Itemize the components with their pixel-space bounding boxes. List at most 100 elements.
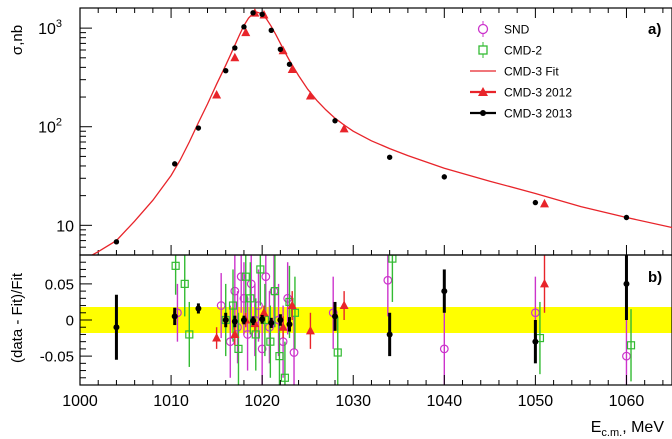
cmd2-point [275,352,284,361]
cmd3-2013-point [232,45,238,51]
cmd3-2013-residual [386,331,393,338]
cmd2-point [256,265,265,274]
cmd3-2013-residual [259,316,266,323]
legend-label: CMD-3 Fit [504,65,559,79]
cmd3-2013-point [268,27,274,34]
legend-label: CMD-3 2012 [504,86,572,100]
snd-point [243,330,252,339]
y-tick-label-bottom: -0.05 [40,349,74,366]
legend-marker-2013 [480,110,486,116]
cmd3-2012-residual [230,329,240,338]
cmd3-2013-residual [268,319,275,326]
cmd3-2013-residual [222,317,229,323]
cmd3-2012-residual [259,307,269,317]
y-tick-label: 103 [38,18,62,38]
cmd3-2012-point [241,27,251,37]
snd-point [254,301,263,310]
x-axis-label: Ec.m., MeV [591,419,665,439]
cmd3-2012-point [539,198,549,208]
residual-panel: 1000 1010 1020 1030 1040 1050 1060 0.05 0 -0.05 (… [9,254,672,439]
cmd3-2013-point [113,239,120,245]
cmd3-2013-point [277,46,284,52]
cmd3-2012-point [230,52,240,62]
cmd2-point [333,348,342,357]
cmd3-2013-residual [441,288,448,295]
cmd3-2012-residual [305,325,315,335]
uncertainty-band [80,307,672,333]
cmd2-point [228,301,238,310]
y-axis-label-bottom: (data - Fit)/Fit [9,272,26,363]
cmd3-2012-residual [539,278,549,288]
y-tick-label: 102 [38,117,62,137]
cmd3-2013-point [241,24,247,30]
cmd3-2012-point [278,45,288,55]
cmd3-2013-residual [195,305,202,312]
cmd3-2013-residual [231,318,238,325]
y-tick-exponent: 2 [56,117,62,129]
cmd3-2013-point [532,199,539,206]
cmd2-point [280,373,290,382]
cmd3-2012-residual [212,333,222,342]
y-axis-log: 10 102 103 [38,8,664,256]
panel-label-a: a) [648,21,661,38]
cmd3-2013-residual [240,317,247,323]
cmd3-2013-point [286,61,293,67]
fit-curve [90,11,672,255]
cmd3-2012-residual [339,300,349,310]
cmd3-2012-residual [287,300,297,310]
cmd2-point [171,261,180,270]
cmd2-point [234,344,243,353]
x-tick-label: 1020 [244,393,280,410]
cmd2-point [270,287,280,296]
cmd2-point [180,279,189,288]
cmd2-point [185,330,194,339]
y-tick-label-bottom: 0 [66,313,74,330]
cmd3-2013-point [195,125,202,131]
x-tick-label: 1010 [153,393,189,410]
cmd3-2013-point [386,154,393,160]
snd-point [230,286,240,296]
x-tick-label: 1000 [62,393,98,410]
cmd3-2013-residual [113,324,120,331]
y-tick-exponent: 3 [56,18,62,30]
legend-label: SND [504,23,530,37]
snd-point [622,351,631,361]
legend-label: CMD-2 [504,44,542,58]
y-tick-label: 10 [56,218,74,235]
snd-point [383,275,393,285]
snd-point [289,348,299,357]
legend-marker-cmd2 [478,45,488,55]
snd-point [261,272,271,282]
x-axis-label-tail: , MeV [622,419,664,436]
x-tick-label: 1030 [335,393,371,410]
cross-section-panel: 10 102 103 σ,nb a) SND CMD-2 CMD-3 Fit CMD-3 … [9,7,672,256]
cmd2-point [251,330,260,339]
x-axis-label-sub: c.m. [601,427,622,439]
legend-marker-2012 [478,87,488,96]
plot-frame-top [79,7,672,256]
cmd2-point [290,308,300,317]
x-tick-label: 1060 [609,393,645,410]
cmd3-2013-point [623,214,630,221]
cmd3-2013-residual [250,317,257,324]
cmd2-point [241,272,250,281]
x-axis-label-main: E [591,419,602,436]
snd-point [216,301,226,310]
cmd3-2012-point [339,123,349,133]
cmd3-2013-residual [277,317,284,323]
snd-point [236,272,246,282]
snd-point [225,337,235,347]
legend-label: CMD-3 2013 [504,107,572,121]
cmd2-point [285,297,294,307]
panel-label-b: b) [648,269,662,286]
x-tick-label: 1040 [427,393,463,410]
cmd3-2013-residual [623,280,630,287]
cmd3-2012-point [305,90,315,100]
cmd2-point [266,337,275,346]
cmd3-2013-residual [171,313,178,320]
legend-marker-snd [477,23,489,35]
cmd3-2013-point [223,67,229,74]
cmd3-2012-point [287,64,297,74]
y-axis-label-top: σ,nb [9,25,26,55]
